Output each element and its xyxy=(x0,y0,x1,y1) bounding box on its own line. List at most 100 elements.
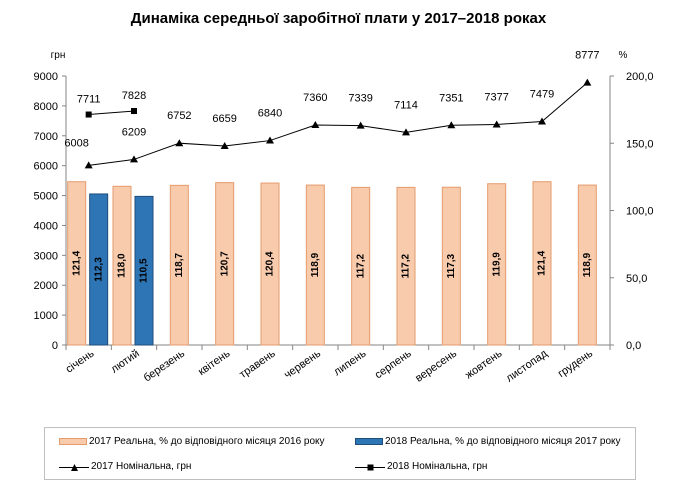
left-tick-label: 4000 xyxy=(34,220,58,232)
x-tick-label: грудень xyxy=(556,347,595,380)
labels-layer: 121,4 118,0 118,7 120,7 120,4 118,9 117,2 117,2… xyxy=(64,50,599,283)
point-2017-nominal-label: 7351 xyxy=(439,92,463,104)
point-2017-nominal xyxy=(220,141,229,149)
bar-2018-real xyxy=(134,195,154,346)
left-tick-label: 8000 xyxy=(34,101,58,113)
x-tick-label: червень xyxy=(282,347,323,381)
legend-item-2017-nominal: 2017 Номінальна, грн xyxy=(59,461,191,472)
point-2017-nominal xyxy=(130,155,138,163)
legend-line-2017-nominal xyxy=(59,463,89,471)
point-2017-nominal xyxy=(447,121,456,129)
bar-2017-real xyxy=(487,183,507,346)
x-tick-label: листопад xyxy=(504,347,550,384)
line-2017-nominal xyxy=(88,82,588,166)
legend-item-2018-nominal: 2018 Номінальна, грн xyxy=(355,461,487,472)
chart-plot: 0 1000 2000 3000 4000 5000 6000 7000 8000 9000 0,0… xyxy=(34,50,654,385)
point-2017-nominal xyxy=(175,139,184,147)
bar-2017-real-label: 117,2 xyxy=(355,254,366,279)
point-2017-nominal-label: 6008 xyxy=(64,137,88,149)
bar-2017-real xyxy=(351,186,371,346)
bar-2017-real-label: 118,7 xyxy=(174,253,185,278)
point-2017-nominal xyxy=(84,161,93,169)
right-tick-label: 200,0 xyxy=(626,71,654,83)
square-marker-icon xyxy=(367,464,374,470)
chart-title: Динаміка середньої заробітної плати у 20… xyxy=(130,10,547,27)
right-tick-label: 100,0 xyxy=(626,206,654,218)
legend-swatch-2018-real xyxy=(355,438,383,445)
bar-2017-real xyxy=(260,182,280,346)
x-tick-label: квітень xyxy=(196,347,233,378)
x-tick-label: вересень xyxy=(413,347,459,384)
x-tick-label: січень xyxy=(64,347,97,375)
x-tick-label: березень xyxy=(142,347,188,384)
legend-label-2017-real: 2017 Реальна, % до відповідного місяця 2… xyxy=(89,436,325,447)
triangle-marker-icon xyxy=(71,463,78,471)
bar-2017-real xyxy=(215,182,235,346)
bar-2017-real-label: 117,3 xyxy=(446,253,457,278)
line-2018-nominal xyxy=(88,110,135,116)
bar-2017-real xyxy=(532,181,552,346)
bar-2017-real xyxy=(169,184,189,346)
bar-2017-real-label: 119,9 xyxy=(491,252,502,277)
point-2017-nominal xyxy=(583,78,592,86)
x-tick-label: лютий xyxy=(109,348,142,376)
point-2017-nominal-label: 7479 xyxy=(530,88,554,100)
x-tick-label: липень xyxy=(332,347,369,378)
left-tick-label: 7000 xyxy=(34,131,58,143)
point-2017-nominal-label: 7360 xyxy=(303,92,327,104)
point-2017-nominal-label: 6840 xyxy=(258,108,282,120)
point-2017-nominal xyxy=(538,117,546,125)
right-axis-unit: % xyxy=(619,50,628,61)
x-tick-label: серпень xyxy=(373,347,414,381)
bar-2018-real-label: 110,5 xyxy=(139,258,150,283)
point-2017-nominal-label: 7377 xyxy=(484,92,508,104)
left-tick-label: 2000 xyxy=(34,280,58,292)
legend: 2017 Реальна, % до відповідного місяця 2… xyxy=(44,427,636,480)
legend-label-2017-nominal: 2017 Номінальна, грн xyxy=(91,461,192,472)
point-2017-nominal-label: 7339 xyxy=(348,93,372,105)
point-2017-nominal-label: 8777 xyxy=(575,50,599,62)
left-tick-label: 5000 xyxy=(34,191,58,203)
point-2017-nominal xyxy=(311,121,320,129)
point-2017-nominal xyxy=(402,128,410,136)
left-tick-label: 1000 xyxy=(34,310,58,322)
bar-2017-real xyxy=(577,184,597,346)
legend-swatch-2017-real xyxy=(59,438,87,445)
point-2017-nominal-label: 6209 xyxy=(122,126,146,138)
x-tick-label: жовтень xyxy=(463,347,504,381)
bar-2017-real xyxy=(396,186,416,346)
point-2017-nominal-label: 7114 xyxy=(394,99,418,111)
left-tick-label: 6000 xyxy=(34,161,58,173)
point-2017-nominal xyxy=(492,120,501,128)
legend-label-2018-nominal: 2018 Номінальна, грн xyxy=(387,461,488,472)
point-2017-nominal xyxy=(266,136,274,144)
legend-item-2018-real: 2018 Реальна, % до відповідного місяця 2… xyxy=(355,436,621,447)
legend-item-2017-real: 2017 Реальна, % до відповідного місяця 2… xyxy=(59,436,325,447)
bar-2017-real xyxy=(305,184,325,346)
right-tick-label: 50,0 xyxy=(626,273,647,285)
point-2017-nominal xyxy=(356,121,365,129)
left-tick-label: 9000 xyxy=(34,71,58,83)
bar-2017-real-label: 118,9 xyxy=(582,252,593,277)
right-tick-label: 150,0 xyxy=(626,138,654,150)
point-2017-nominal-label: 6659 xyxy=(212,113,236,125)
left-tick-label: 3000 xyxy=(34,250,58,262)
left-tick-label: 0 xyxy=(52,340,58,352)
point-2018-nominal xyxy=(85,111,92,118)
bar-2017-real xyxy=(441,186,461,346)
bar-2017-real-label: 117,2 xyxy=(401,254,412,279)
right-tick-label: 0,0 xyxy=(626,340,641,352)
lines-layer xyxy=(84,78,592,169)
left-axis-unit: грн xyxy=(51,50,66,61)
bar-2017-real-label: 118,9 xyxy=(310,252,321,277)
legend-line-2018-nominal xyxy=(355,463,385,471)
bar-2017-real-label: 120,7 xyxy=(219,251,230,276)
point-2018-nominal-label: 7828 xyxy=(122,90,146,102)
legend-label-2018-real: 2018 Реальна, % до відповідного місяця 2… xyxy=(385,436,621,447)
bar-2018-real xyxy=(89,193,109,346)
bar-2018-real-label: 112,3 xyxy=(93,257,104,282)
point-2018-nominal-label: 7711 xyxy=(77,94,101,106)
bar-2017-real-label: 121,4 xyxy=(537,250,548,275)
x-tick-label: травень xyxy=(237,347,278,380)
bar-2017-real-label: 120,4 xyxy=(265,251,276,276)
